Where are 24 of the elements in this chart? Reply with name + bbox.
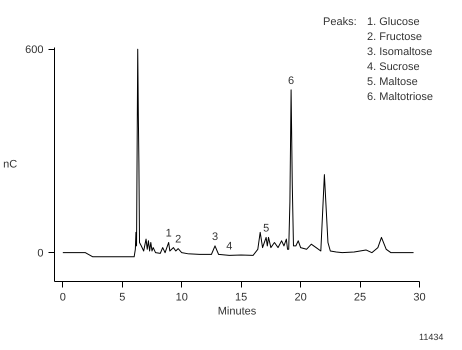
x-tick-label: 5 (119, 292, 126, 304)
annotation: 3 (212, 230, 218, 243)
text: 11434 (419, 331, 444, 344)
x-tick-label: 10 (176, 292, 188, 304)
x-axis-title: Minutes (218, 306, 257, 318)
annotation: 5 (263, 222, 270, 234)
text: 1. Glucose (367, 16, 420, 28)
y-tick-label: 600 (25, 44, 44, 56)
x-tick-label: 15 (235, 292, 248, 304)
text: 2. Fructose (367, 31, 422, 43)
annotation: 3. Isomaltose (367, 46, 432, 58)
y-axis-title: nC (3, 158, 18, 170)
annotation: 6 (288, 74, 294, 87)
annotation: 4 (226, 240, 232, 252)
annotation: 6. Maltotriose (367, 91, 434, 103)
x-tick-label: 20 (294, 292, 307, 304)
x-tick-label: 30 (413, 292, 426, 304)
annotation: 2 (175, 234, 182, 246)
text: Peaks: (323, 15, 357, 30)
annotation: 1 (166, 228, 172, 240)
x-tick-label: 0 (60, 292, 66, 304)
annotation: 4. Sucrose (367, 61, 420, 73)
annotation: 5. Maltose (367, 76, 418, 88)
x-tick-label: 25 (354, 292, 366, 304)
